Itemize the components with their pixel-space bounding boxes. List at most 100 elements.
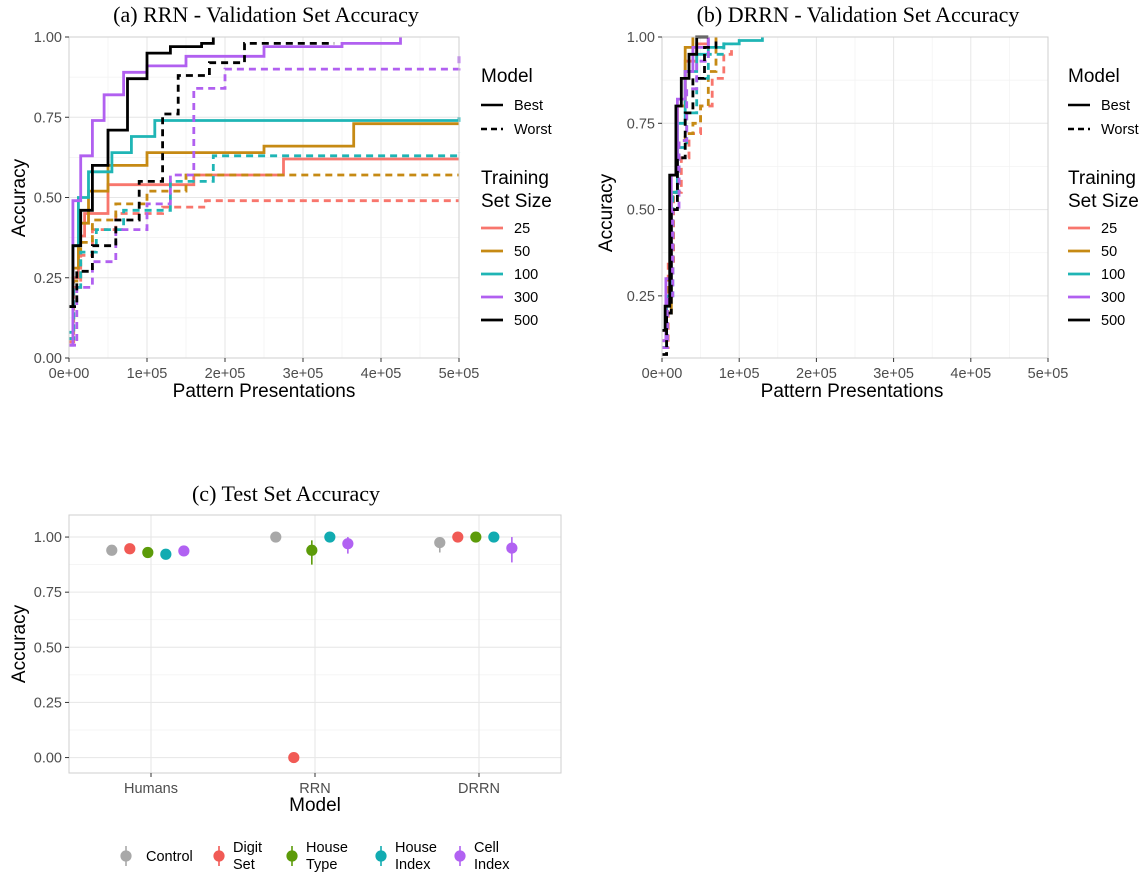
panel-a-x-tick-label: 1e+05 — [127, 366, 168, 382]
panel-c-y-tick-label: 1.00 — [34, 530, 62, 546]
panel-a-y-tick-label: 1.00 — [34, 30, 62, 46]
panel-c-legend-label: Index — [395, 857, 431, 873]
legend-a-size-title-2: Set Size — [481, 191, 552, 212]
panel-c-legend-label: Control — [146, 849, 193, 865]
legend-a-size-label-500: 500 — [514, 313, 538, 329]
panel-c-legend-swatch-dot — [375, 850, 387, 862]
legend-a-worst-label: Worst — [514, 122, 552, 138]
panel-a-x-tick-label: 0e+00 — [49, 366, 90, 382]
panel-c-y-tick-label: 0.25 — [34, 695, 62, 711]
panel-b-x-axis-title: Pattern Presentations — [761, 381, 944, 402]
panel-c-point — [342, 538, 354, 550]
panel-b-x-tick-label: 0e+00 — [642, 366, 683, 382]
panel-c-legend-swatch-dot — [454, 850, 466, 862]
legend-a-size-label-25: 25 — [514, 221, 530, 237]
panel-a-x-tick-label: 5e+05 — [439, 366, 480, 382]
panel-c-legend-swatch-dot — [286, 850, 298, 862]
panel-a-y-tick-label: 0.25 — [34, 271, 62, 287]
panel-a-lines — [69, 37, 461, 347]
panel-b-x-ticks: 0e+00 1e+05 2e+05 3e+05 4e+05 5e+05 — [642, 358, 1069, 382]
panel-c-legend-label: Digit — [233, 840, 262, 856]
panel-a-line-best-300 — [69, 37, 402, 347]
panel-a-line-worst-50 — [69, 173, 459, 341]
panel-c-point — [434, 536, 446, 549]
panel-a-y-tick-label: 0.50 — [34, 191, 62, 207]
panel-c-point — [270, 531, 282, 543]
panel-c-point — [288, 751, 300, 764]
panel-c-legend-swatch-dot — [213, 850, 225, 862]
panel-a-y-tick-label: 0.00 — [34, 351, 62, 367]
panel-c-grid — [69, 515, 561, 773]
panel-b-y-tick-label: 0.25 — [627, 289, 655, 305]
panel-c-y-tick-label: 0.75 — [34, 585, 62, 601]
legend-b-model-title: Model — [1068, 66, 1120, 87]
panel-a-grid — [68, 36, 460, 359]
panel-c: (c) Test Set Accuracy 0.00 0.25 0.50 0.75 1.… — [9, 481, 562, 873]
panel-c-y-tick-label: 0.00 — [34, 751, 62, 767]
panel-b-legend: Model Best Worst Training Set Size 25 50 1… — [1068, 66, 1139, 329]
panel-c-x-tick-label: DRRN — [458, 781, 500, 797]
panel-c-y-tick-label: 0.50 — [34, 640, 62, 656]
panel-b-lines — [662, 35, 764, 356]
legend-a-size-label-100: 100 — [514, 267, 538, 283]
legend-b-size-items: 25 50 100 300 500 — [1068, 221, 1125, 329]
panel-b-y-tick-label: 0.50 — [627, 203, 655, 219]
panel-a-x-tick-label: 4e+05 — [361, 366, 402, 382]
panel-a-line-worst-300 — [69, 56, 461, 347]
panel-a-line-best-50 — [69, 122, 459, 341]
legend-a-model-title: Model — [481, 66, 533, 87]
panel-b-grid — [661, 36, 1049, 358]
panel-c-point — [306, 544, 318, 556]
legend-b-size-label-50: 50 — [1101, 244, 1117, 260]
panel-b-y-axis-title: Accuracy — [596, 173, 617, 252]
panel-c-point — [160, 548, 172, 560]
panel-c-point — [488, 531, 500, 543]
panel-b-x-tick-label: 3e+05 — [873, 366, 914, 382]
panel-c-legend-label: Type — [306, 857, 337, 873]
panel-a: (a) RRN - Validation Set Accuracy 0.000.… — [9, 2, 479, 402]
panel-a-legend: Model Best Worst Training Set Size 25 50 1… — [481, 66, 552, 329]
legend-b-size-title-1: Training — [1068, 168, 1136, 189]
panel-c-legend-label: Set — [233, 857, 255, 873]
panel-b-y-tick-label: 0.75 — [627, 116, 655, 132]
panel-b-y-tick-label: 1.00 — [627, 30, 655, 46]
panel-c-legend-label: Cell — [474, 840, 499, 856]
panel-c-legend-swatch-dot — [120, 850, 132, 862]
legend-b-size-label-300: 300 — [1101, 290, 1125, 306]
panel-b-line-best-300 — [662, 37, 710, 343]
panel-a-line-best-500 — [69, 37, 215, 308]
panel-a-line-worst-500 — [69, 42, 335, 308]
panel-c-legend-label: House — [306, 840, 348, 856]
panel-b: (b) DRRN - Validation Set Accuracy 0.250… — [596, 2, 1068, 402]
panel-b-frame — [661, 36, 1049, 359]
panel-c-point — [470, 531, 482, 543]
panel-b-y-ticks: 0.25 0.50 0.75 1.00 — [627, 30, 662, 305]
legend-b-size-label-500: 500 — [1101, 313, 1125, 329]
panel-b-x-tick-label: 5e+05 — [1028, 366, 1069, 382]
legend-b-best-label: Best — [1101, 98, 1130, 114]
panel-c-x-tick-label: RRN — [299, 781, 330, 797]
panel-c-title: (c) Test Set Accuracy — [192, 481, 380, 506]
panel-b-x-tick-label: 4e+05 — [950, 366, 991, 382]
panel-c-points — [106, 531, 518, 764]
legend-b-size-title-2: Set Size — [1068, 191, 1139, 212]
panel-b-x-tick-label: 1e+05 — [719, 366, 760, 382]
panel-a-x-tick-label: 2e+05 — [205, 366, 246, 382]
panel-c-point — [452, 531, 464, 543]
panel-c-point — [324, 531, 336, 543]
legend-b-size-label-100: 100 — [1101, 267, 1125, 283]
panel-c-point — [124, 543, 136, 555]
panel-c-point — [142, 546, 154, 559]
legend-b-worst-label: Worst — [1101, 122, 1139, 138]
panel-c-y-axis-title: Accuracy — [9, 604, 30, 683]
panel-b-x-tick-label: 2e+05 — [796, 366, 837, 382]
panel-c-x-tick-label: Humans — [124, 781, 178, 797]
panel-a-x-axis-title: Pattern Presentations — [173, 381, 356, 402]
legend-a-best-label: Best — [514, 98, 543, 114]
panel-c-legend: ControlDigitSetHouseTypeHouseIndexCellIn… — [120, 840, 510, 873]
panel-c-point — [506, 542, 518, 554]
panel-a-x-ticks: 0e+00 1e+05 2e+05 3e+05 4e+05 5e+05 — [49, 358, 480, 382]
panel-a-y-ticks: 0.00 0.25 0.50 0.75 1.00 — [34, 30, 69, 367]
panel-b-line-worst-500 — [662, 37, 718, 356]
